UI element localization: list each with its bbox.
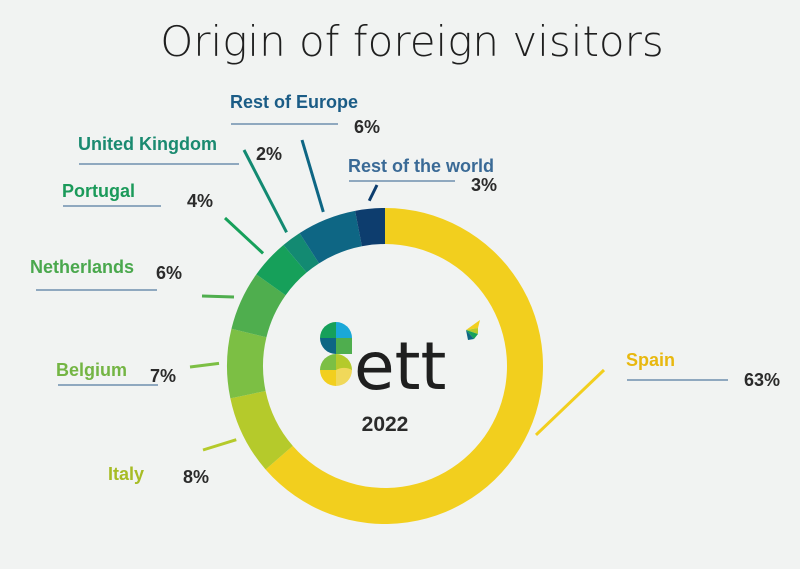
value-label-united-kingdom: 2%	[256, 144, 282, 164]
sett-logo: ett 2022	[320, 320, 480, 436]
label-belgium: Belgium	[56, 360, 127, 380]
label-netherlands: Netherlands	[30, 257, 134, 277]
label-united-kingdom: United Kingdom	[78, 134, 217, 154]
leader-united-kingdom	[242, 149, 288, 234]
label-spain: Spain	[626, 350, 675, 370]
value-label-italy: 8%	[183, 467, 209, 487]
slice-italy	[230, 390, 293, 470]
label-italy: Italy	[108, 464, 144, 484]
value-label-portugal: 4%	[187, 191, 213, 211]
leader-belgium	[189, 361, 220, 369]
leader-italy	[202, 438, 237, 452]
leader-rest-of-the-world	[367, 184, 379, 202]
leader-rest-of-europe	[300, 139, 325, 213]
value-label-rest-of-europe: 6%	[354, 117, 380, 137]
slice-spain	[265, 208, 543, 525]
slice-labels: Spain 63% Italy 8% Belgium 7% Netherlands 6% Por…	[30, 92, 780, 487]
label-portugal: Portugal	[62, 181, 135, 201]
label-rest-of-europe: Rest of Europe	[230, 92, 358, 112]
leader-netherlands	[201, 294, 235, 299]
leader-portugal	[223, 216, 265, 255]
logo-accent-icon	[466, 320, 480, 340]
slice-netherlands	[231, 274, 286, 338]
value-label-spain: 63%	[744, 370, 780, 390]
logo-brand-text: ett	[354, 328, 446, 405]
leader-lines	[189, 139, 606, 452]
slice-portugal	[256, 244, 307, 296]
value-label-rest-of-the-world: 3%	[471, 175, 497, 195]
chart-title: Origin of foreign visitors	[160, 17, 664, 66]
label-rest-of-the-world: Rest of the world	[348, 156, 494, 176]
slice-rest-of-europe	[299, 210, 362, 264]
slice-rest-of-the-world	[355, 208, 385, 247]
logo-s-icon	[320, 322, 352, 386]
donut-slices	[227, 208, 543, 525]
slice-united-kingdom	[283, 233, 320, 273]
value-label-netherlands: 6%	[156, 263, 182, 283]
value-label-belgium: 7%	[150, 366, 176, 386]
slice-belgium	[227, 328, 267, 399]
leader-spain	[534, 368, 606, 437]
center-year: 2022	[362, 413, 409, 436]
